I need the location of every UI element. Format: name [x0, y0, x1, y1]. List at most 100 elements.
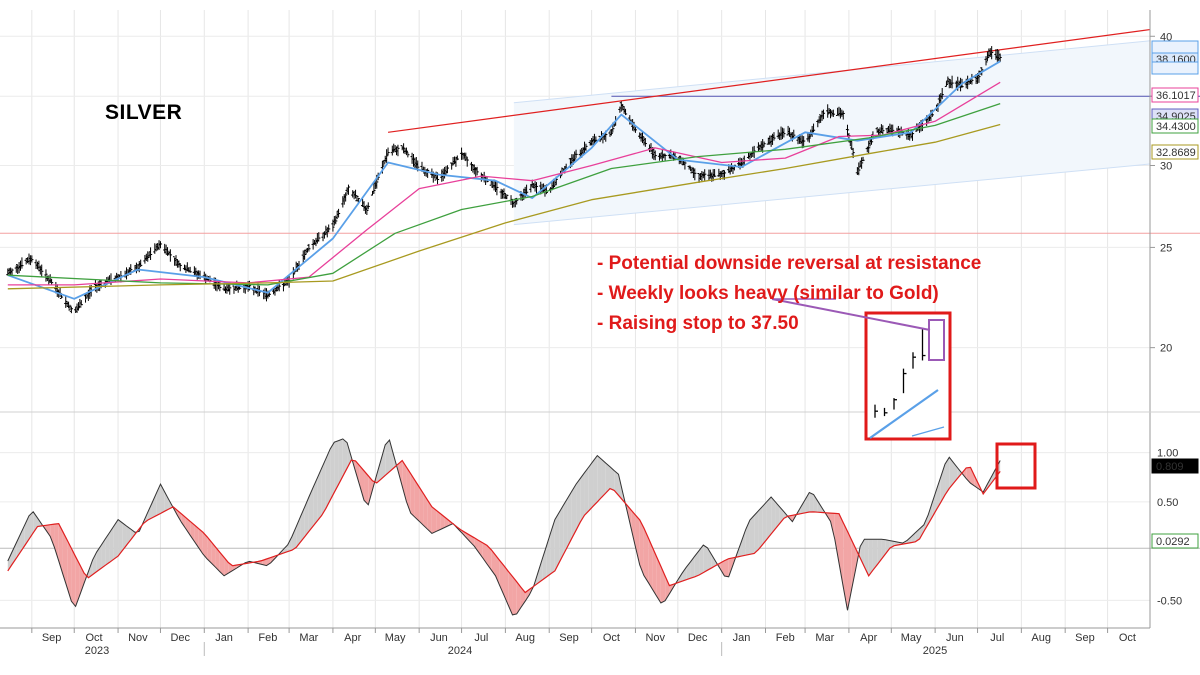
price-channel [513, 40, 1151, 226]
axes: Sep Oct Nov Dec Jan Feb Mar Apr May Jun Jul Aug Sep O… [0, 10, 1200, 657]
x-tick-label: Jul [990, 632, 1004, 644]
osc-signal-line [7, 459, 1001, 594]
osc-fill [694, 550, 700, 577]
osc-fill [682, 567, 687, 582]
osc-fill [380, 444, 386, 480]
osc-fill [970, 467, 975, 487]
osc-value-label-box [1151, 533, 1199, 549]
osc-fill [122, 522, 127, 551]
osc-fill [932, 489, 937, 517]
chart-title: SILVER [105, 101, 183, 124]
osc-fill [291, 526, 297, 551]
osc-fill [652, 547, 657, 597]
osc-fill [660, 566, 666, 604]
x-tick-label: May [385, 632, 406, 644]
x-tick-label: Oct [1119, 632, 1136, 644]
osc-fill [92, 551, 97, 575]
osc-fill [308, 487, 314, 532]
osc-fill [571, 484, 577, 539]
moving-averages [7, 60, 1001, 300]
osc-fill [474, 537, 479, 553]
osc-fill [151, 493, 157, 518]
osc-fill [601, 459, 606, 498]
osc-fill [389, 440, 394, 472]
osc-fill [554, 512, 560, 571]
osc-fill [597, 455, 602, 502]
osc-fill [7, 551, 13, 571]
x-tick-label: Apr [344, 632, 361, 644]
value-label-box-hidden [1151, 61, 1199, 75]
osc-fill [720, 560, 725, 577]
osc-fill [109, 526, 114, 563]
osc-fill [949, 457, 954, 489]
osc-fill [631, 510, 636, 547]
osc-value-label-box [1151, 458, 1199, 474]
osc-fill [478, 540, 483, 559]
osc-fill [741, 529, 746, 557]
osc-fill [470, 535, 475, 547]
osc-value-label: 0.0292 [1156, 536, 1190, 548]
osc-tick-label: 0.50 [1157, 497, 1178, 509]
channel-lower [513, 163, 1151, 226]
x-tick-label: Sep [559, 632, 579, 644]
osc-fill [385, 440, 390, 476]
osc-fill [16, 533, 21, 559]
value-label-box [1151, 118, 1199, 134]
osc-fill [219, 552, 225, 576]
connector-line [771, 298, 931, 331]
osc-fill [758, 506, 763, 550]
osc-fill [414, 480, 420, 522]
osc-fill [338, 438, 343, 485]
osc-fill [287, 536, 292, 552]
osc-fill [75, 556, 80, 607]
oscillator-panel [0, 438, 1200, 616]
osc-fill [516, 581, 521, 614]
value-label: 36.1017 [1156, 90, 1196, 102]
x-tick-label: Sep [42, 632, 62, 644]
osc-fill [113, 519, 119, 560]
ma-line-ema_fast [7, 60, 1001, 300]
osc-fill [28, 511, 34, 540]
osc-fill [330, 442, 335, 501]
osc-fill [427, 500, 432, 534]
inset-highlight-box [928, 319, 945, 361]
weekly-inset-box [864, 311, 952, 441]
x-tick-label: Mar [815, 632, 834, 644]
osc-fill [834, 513, 840, 563]
osc-fill [690, 556, 695, 579]
x-tick-label: Jun [946, 632, 964, 644]
osc-fill [211, 541, 216, 568]
osc-fill [584, 467, 589, 516]
value-label: 34.4300 [1156, 121, 1196, 133]
osc-fill [410, 473, 415, 518]
y-tick-label: 25 [1160, 242, 1172, 254]
x-year-label: 2025 [923, 645, 947, 657]
osc-fill [45, 524, 51, 537]
osc-fill [364, 470, 369, 505]
osc-fill [436, 510, 441, 532]
x-tick-label: Feb [258, 632, 277, 644]
annotation-line-3: - Raising stop to 37.50 [597, 313, 799, 334]
x-tick-label: Aug [515, 632, 535, 644]
horizontal-levels [0, 28, 1200, 234]
inset-ma-line [869, 389, 939, 439]
osc-line [7, 438, 1001, 616]
osc-fill [724, 558, 729, 577]
osc-fill [588, 461, 594, 511]
osc-fill [317, 468, 322, 521]
osc-fill [215, 547, 220, 572]
osc-fill [304, 496, 309, 537]
osc-fill [202, 532, 208, 559]
x-tick-label: Nov [128, 632, 148, 644]
osc-fill [423, 493, 428, 530]
osc-fill [771, 496, 776, 535]
value-label-box [1151, 87, 1199, 103]
osc-fill [639, 519, 644, 576]
osc-fill [817, 501, 823, 513]
x-tick-label: Oct [85, 632, 102, 644]
ma-line-sma_slow [7, 102, 1001, 286]
osc-fill [164, 491, 169, 512]
osc-fill [300, 506, 305, 543]
osc-fill [88, 559, 93, 578]
